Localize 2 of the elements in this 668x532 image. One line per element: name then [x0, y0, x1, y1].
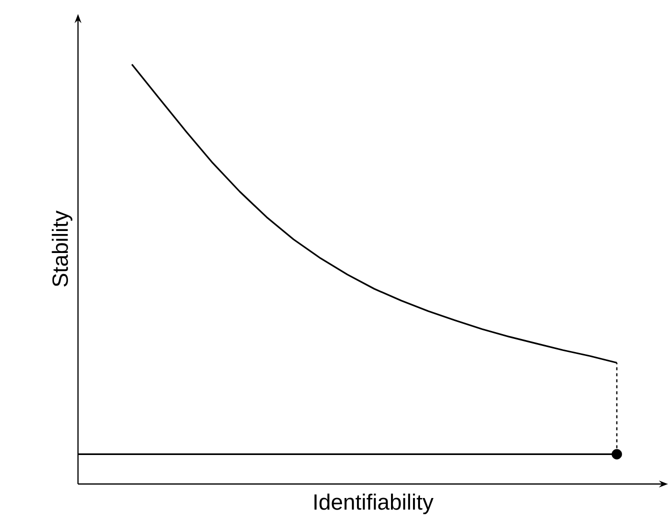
x-axis-title: Identifiability — [314, 494, 434, 514]
y-axis-title: Stability — [52, 210, 72, 287]
